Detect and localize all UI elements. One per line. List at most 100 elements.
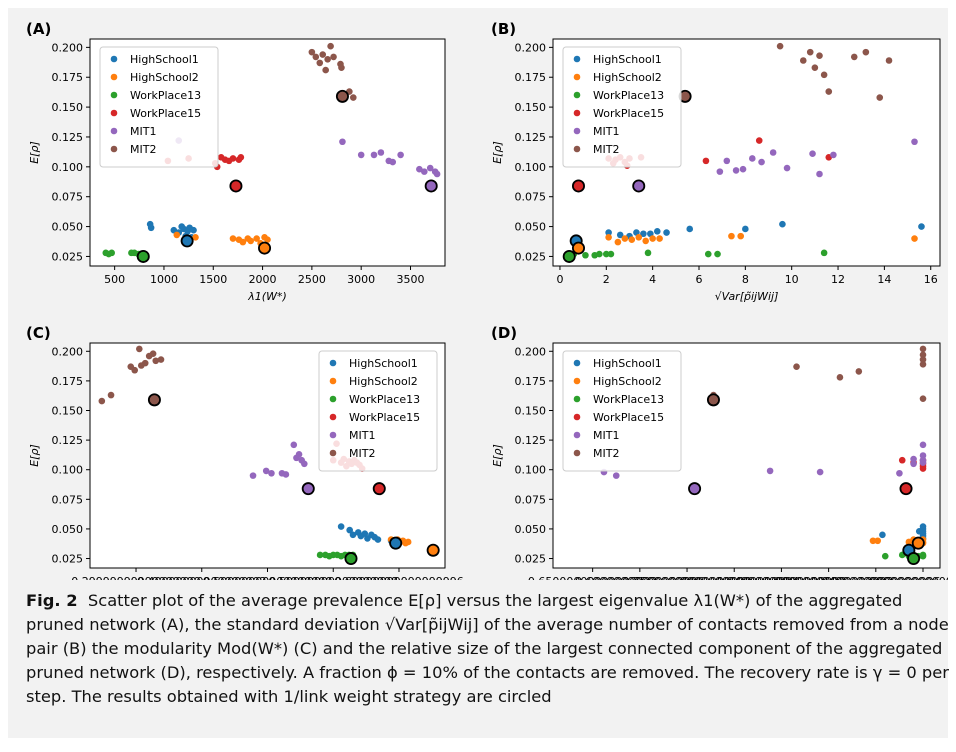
- data-point: [173, 231, 181, 239]
- y-tick-label: 0.025: [515, 553, 547, 566]
- x-tick-label: 0.50000000000000000: [203, 575, 332, 580]
- y-tick-label: 0.150: [52, 405, 84, 418]
- y-tick-label: 0.025: [52, 250, 84, 263]
- y-tick-label: 0.075: [515, 191, 547, 204]
- legend-label: MIT1: [130, 125, 156, 138]
- panel-0: (A) 500 1000 1500 2000 2500 3000 3500 0.025 0.050…: [26, 20, 446, 303]
- circled-point: [372, 482, 386, 496]
- data-point: [663, 229, 670, 236]
- data-point: [737, 232, 745, 240]
- circled-point: [562, 249, 576, 263]
- legend-marker: [573, 359, 581, 367]
- data-point: [635, 234, 643, 241]
- data-point: [820, 71, 828, 79]
- circled-point: [571, 179, 585, 193]
- y-tick-label: 0.025: [52, 553, 84, 566]
- y-tick-label: 0.150: [515, 405, 547, 418]
- data-point: [879, 531, 886, 539]
- data-point: [605, 229, 612, 236]
- y-tick-label: 0.100: [52, 161, 84, 174]
- x-tick-label: 8: [742, 273, 749, 286]
- data-point: [612, 472, 620, 479]
- x-tick-label: 1000: [150, 273, 178, 286]
- x-tick-label: 12: [831, 273, 845, 286]
- data-point: [149, 350, 157, 357]
- legend-marker: [110, 145, 118, 153]
- data-point: [809, 150, 816, 157]
- data-point: [616, 231, 624, 239]
- data-point: [397, 151, 404, 159]
- data-point: [316, 551, 324, 559]
- figure-frame: (A) 500 1000 1500 2000 2500 3000 3500 0.025 0.050…: [8, 8, 950, 738]
- data-point: [141, 359, 149, 367]
- data-point: [108, 249, 115, 257]
- data-point: [919, 395, 927, 402]
- data-point: [98, 397, 106, 405]
- legend-marker: [329, 449, 337, 457]
- data-point: [339, 138, 346, 146]
- data-point: [327, 42, 334, 50]
- data-point: [850, 53, 858, 61]
- data-point: [322, 66, 329, 74]
- data-point: [742, 225, 749, 233]
- data-point: [702, 157, 710, 165]
- legend-label: MIT2: [349, 447, 375, 460]
- x-axis-label: λ1(W*): [247, 290, 286, 303]
- y-tick-label: 0.200: [52, 41, 84, 54]
- data-point: [239, 238, 247, 246]
- y-tick-label: 0.075: [52, 191, 84, 204]
- legend-marker: [573, 449, 581, 457]
- data-point: [147, 224, 155, 232]
- x-tick-label: 0.69999999999999996: [334, 575, 463, 580]
- data-point: [316, 59, 324, 67]
- data-point: [732, 167, 740, 174]
- legend-marker: [329, 431, 337, 439]
- data-point: [862, 48, 870, 56]
- data-point: [433, 170, 441, 178]
- data-point: [799, 57, 807, 64]
- data-point: [131, 366, 139, 374]
- data-point: [919, 356, 927, 363]
- legend-label: MIT2: [130, 143, 156, 156]
- panel-title: (C): [26, 324, 51, 342]
- data-point: [268, 469, 275, 477]
- data-point: [876, 94, 884, 101]
- data-point: [919, 351, 927, 359]
- circled-point: [389, 536, 403, 550]
- data-point: [247, 237, 255, 245]
- x-tick-label: 3500: [396, 273, 424, 286]
- data-point: [910, 455, 917, 463]
- y-tick-label: 0.150: [52, 101, 84, 114]
- data-point: [653, 228, 661, 235]
- data-point: [349, 94, 357, 101]
- y-axis-label: E[ρ]: [28, 444, 41, 467]
- data-point: [308, 48, 316, 56]
- data-point: [170, 226, 178, 234]
- circled-point: [907, 552, 921, 566]
- data-point: [346, 526, 353, 534]
- data-point: [416, 165, 423, 173]
- data-point: [357, 151, 365, 159]
- x-tick-label: 0.65000000000000002: [528, 575, 657, 580]
- data-point: [919, 452, 927, 459]
- data-point: [919, 441, 927, 449]
- data-point: [919, 459, 927, 466]
- data-point: [811, 64, 819, 71]
- x-tick-label: 16: [924, 273, 938, 286]
- data-point: [374, 536, 382, 543]
- data-point: [793, 363, 800, 370]
- legend-marker: [573, 145, 581, 153]
- y-tick-label: 0.150: [515, 101, 547, 114]
- x-tick-label: 10: [785, 273, 799, 286]
- y-tick-label: 0.050: [515, 523, 547, 536]
- circled-point: [426, 543, 440, 557]
- panel-2: (C) 0.299999999999999990.4000000000000000…: [26, 324, 464, 580]
- data-point: [830, 151, 837, 159]
- data-point: [338, 64, 345, 71]
- panel-3: (D) 0.650000000000000020.6999999999999999…: [491, 324, 948, 580]
- figure-caption: Fig. 2 Scatter plot of the average preva…: [26, 589, 950, 709]
- legend-label: WorkPlace15: [593, 411, 664, 424]
- data-point: [766, 467, 774, 475]
- data-point: [825, 88, 833, 95]
- data-point: [295, 451, 303, 458]
